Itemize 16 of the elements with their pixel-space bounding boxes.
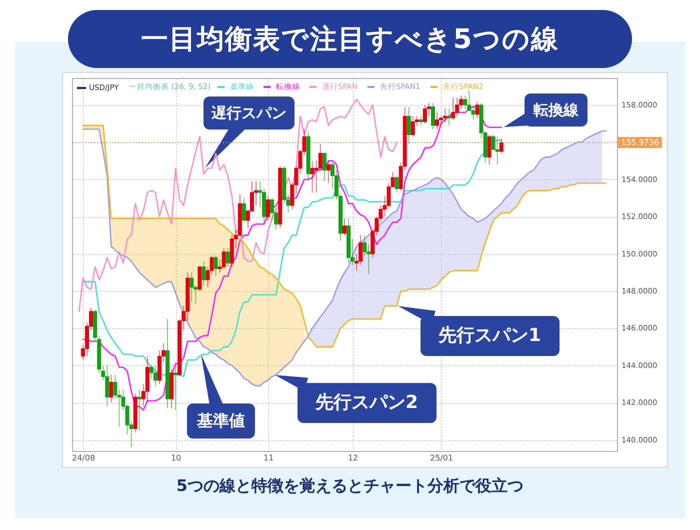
line-series [82, 128, 607, 387]
x-tick-label: 25/01 [430, 454, 454, 462]
x-tick-label: 11 [263, 454, 274, 462]
annotation: 基準値 [197, 411, 245, 430]
annotation: 遅行スパン [212, 104, 286, 122]
annotation: 先行スパン2 [316, 392, 418, 413]
x-tick-label: 24/08 [72, 454, 96, 462]
annotation: 先行スパン1 [438, 325, 542, 346]
ref-line-label: 155.9736 [618, 137, 662, 148]
line-series [78, 98, 398, 312]
x-tick-label: 10 [170, 454, 182, 462]
annotation: 転換線 [534, 100, 578, 118]
line-series [82, 124, 607, 348]
text: 5つの線と特徴を覚えるとチャート分析で役立つ [175, 476, 525, 497]
chart-title: 一目均衡表で注目すべき5つの線 [68, 10, 632, 68]
x-tick-label: 12 [348, 454, 358, 462]
